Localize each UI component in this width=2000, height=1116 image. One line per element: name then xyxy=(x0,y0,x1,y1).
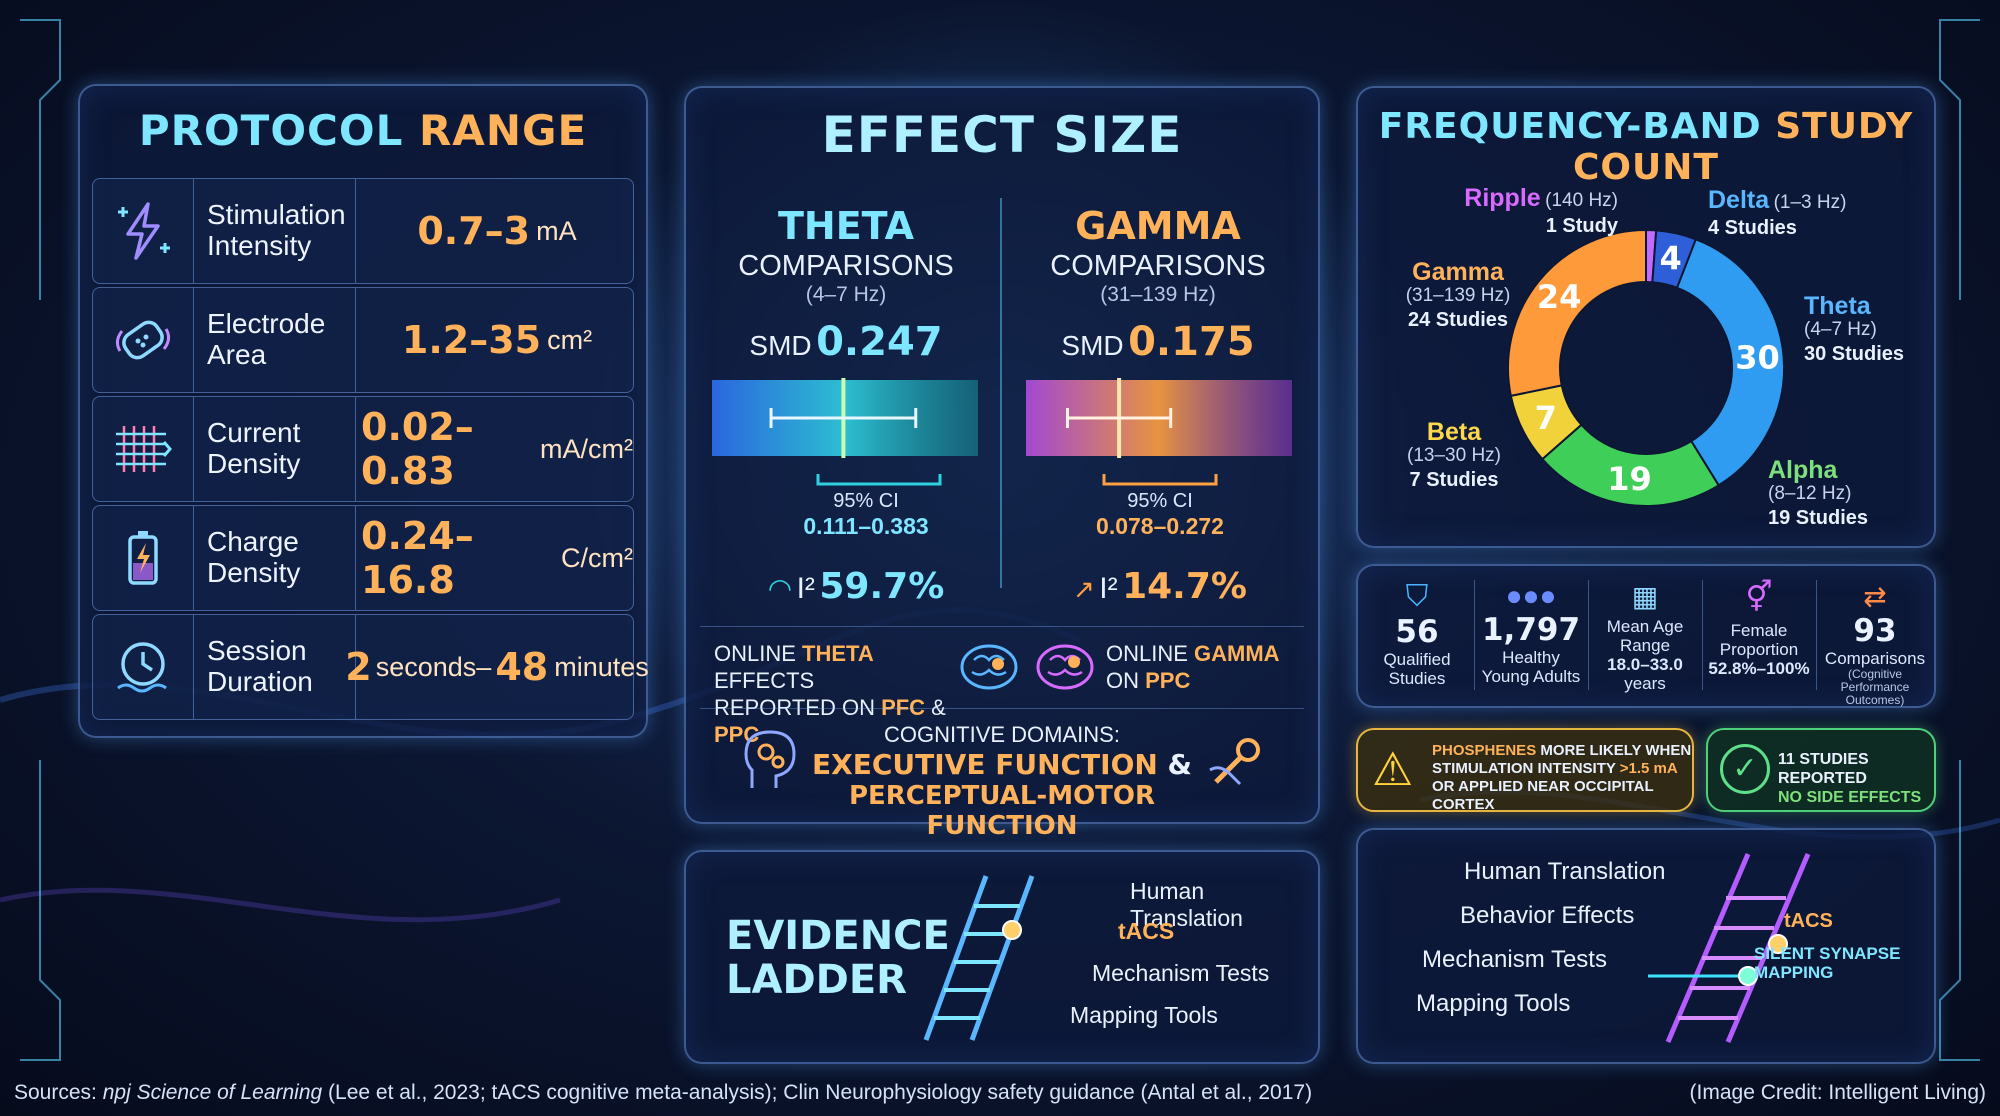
stat-participants: ●●● 1,797 Healthy Young Adults xyxy=(1476,580,1586,686)
clock-icon xyxy=(93,615,194,719)
brain-gamma-icon xyxy=(1036,644,1094,690)
cognitive-domains: COGNITIVE DOMAINS: EXECUTIVE FUNCTION & … xyxy=(812,722,1192,841)
label-alpha: Alpha (8–12 Hz) 19 Studies xyxy=(1768,456,1869,530)
frequency-band-panel: FREQUENCY-BAND STUDY COUNT 4 30 19 7 24 Ripp… xyxy=(1356,86,1936,548)
gender-icon: ⚥ xyxy=(1745,581,1773,614)
theta-smd-value: 0.247 xyxy=(816,319,943,365)
label-delta: Delta (1–3 Hz) 4 Studies xyxy=(1708,186,1847,240)
theta-ci-value: 0.111–0.383 xyxy=(803,513,929,539)
charge-density-value: 0.24–16.8 xyxy=(361,514,474,602)
gamma-ci-bracket xyxy=(1102,474,1218,486)
head-gears-icon xyxy=(744,730,796,788)
ladder2-step-mechanism-tests: Mechanism Tests xyxy=(1422,946,1607,973)
brain-theta-icon xyxy=(960,644,1018,690)
check-circle-icon: ✓ xyxy=(1720,744,1770,794)
battery-charge-icon xyxy=(93,506,194,610)
hand-wrench-icon xyxy=(1209,738,1260,786)
ladder-step-tacs: tACS xyxy=(1118,918,1175,944)
footer-image-credit: (Image Credit: Intelligent Living) xyxy=(1689,1081,1986,1104)
label-beta: Beta (13–30 Hz) 7 Studies xyxy=(1407,418,1501,492)
gamma-ci-value: 0.078–0.272 xyxy=(1096,513,1224,539)
people-icon: ●●● xyxy=(1505,580,1557,611)
protocol-range-title: PROTOCOL RANGE xyxy=(138,106,588,155)
swap-arrows-icon: ⇄ xyxy=(1863,581,1887,612)
current-density-value: 0.02–0.83 xyxy=(361,405,474,493)
ladder2-graphic xyxy=(1648,853,1811,1043)
protocol-row-electrode-area: Electrode Area 1.2–35 cm² xyxy=(92,287,634,393)
ladder2-step-human-translation: Human Translation xyxy=(1464,858,1666,885)
stat-female-proportion: ⚥ Female Proportion 52.8%–100% xyxy=(1704,580,1814,678)
gamma-smd-value: 0.175 xyxy=(1128,319,1255,365)
protocol-row-session-duration: Session Duration 2 seconds– 48 minutes xyxy=(92,614,649,720)
protocol-row-charge-density: Charge Density 0.24–16.8 C/cm² xyxy=(92,505,634,611)
silent-synapse-ladder-panel: Human Translation Behavior Effects Mecha… xyxy=(1356,828,1936,1064)
protocol-range-panel: PROTOCOL RANGE Stimulation Intensity 0.7–… xyxy=(78,84,649,738)
footer-sources: Sources: npj Science of Learning (Lee et… xyxy=(14,1081,1313,1104)
donut-label-alpha: 19 xyxy=(1607,460,1652,498)
donut-label-beta: 7 xyxy=(1535,399,1557,437)
ladder-step-human-translation: Human Translation xyxy=(1130,878,1243,931)
phosphene-warning-box: ⚠ PHOSPHENES MORE LIKELY WHEN STIMULATIO… xyxy=(1356,728,1694,813)
evidence-ladder-title: EVIDENCE LADDER xyxy=(726,913,950,1003)
protocol-row-current-density: Current Density 0.02–0.83 mA/cm² xyxy=(92,396,634,502)
electrode-patch-icon xyxy=(93,288,194,392)
evidence-ladder-panel: EVIDENCE LADDER Human Translation tACS Me… xyxy=(684,850,1320,1064)
session-min-value: 2 xyxy=(345,645,372,689)
ladder2-tag-silent-synapse: SILENT SYNAPSE MAPPING xyxy=(1754,944,1901,982)
electrode-area-value: 1.2–35 xyxy=(401,318,542,362)
stat-comparisons: ⇄ 93 Comparisons (Cognitive Performance … xyxy=(1820,580,1930,707)
label-theta: Theta (4–7 Hz) 30 Studies xyxy=(1804,292,1905,366)
ladder2-step-behavior-effects: Behavior Effects xyxy=(1460,902,1635,929)
effect-size-title: EFFECT SIZE xyxy=(821,106,1183,164)
ladder-graphic xyxy=(923,875,1035,1041)
no-side-effects-box: ✓ 11 STUDIES REPORTED NO SIDE EFFECTS xyxy=(1706,728,1936,812)
session-max-value: 48 xyxy=(495,645,549,689)
lightning-icon xyxy=(93,179,194,283)
ladder-step-mechanism-tests: Mechanism Tests xyxy=(1092,960,1270,986)
donut-label-delta: 4 xyxy=(1660,240,1682,278)
gamma-effect-bar xyxy=(1026,378,1292,458)
frequency-band-title: FREQUENCY-BAND STUDY COUNT xyxy=(1378,106,1914,188)
warning-icon: ⚠ xyxy=(1372,743,1414,795)
online-gamma-note: ONLINE GAMMA ON PPC xyxy=(1106,641,1280,693)
calendar-icon: ▦ xyxy=(1631,581,1659,612)
study-stats-panel: ⛉ 56 Qualified Studies ●●● 1,797 Healthy Y… xyxy=(1356,564,1936,708)
donut-label-theta: 30 xyxy=(1735,339,1780,377)
label-gamma: Gamma (31–139 Hz) 24 Studies xyxy=(1405,258,1511,332)
ladder2-step-mapping-tools: Mapping Tools xyxy=(1416,990,1571,1017)
gauge-icon: ◠ xyxy=(767,573,793,604)
effect-size-panel: EFFECT SIZE THETA COMPARISONS (4–7 Hz) S… xyxy=(684,86,1320,841)
gamma-column: GAMMA COMPARISONS (31–139 Hz) SMD 0.175 xyxy=(1050,204,1266,365)
theta-heterogeneity: ◠ I² 59.7% xyxy=(767,566,945,607)
donut-label-gamma: 24 xyxy=(1537,278,1582,316)
ladder-step-mapping-tools: Mapping Tools xyxy=(1070,1002,1218,1028)
ladder2-tag-tacs: tACS xyxy=(1784,910,1833,932)
stat-qualified-studies: ⛉ 56 Qualified Studies xyxy=(1362,580,1472,688)
intensity-value: 0.7–3 xyxy=(417,209,531,253)
online-theta-note: ONLINE THETA EFFECTS REPORTED ON PFC & P… xyxy=(714,641,946,747)
theta-column: THETA COMPARISONS (4–7 Hz) SMD 0.247 xyxy=(738,204,954,365)
theta-ci-bracket xyxy=(816,474,942,486)
donut-slice-gamma xyxy=(1507,228,1647,398)
current-grid-icon xyxy=(93,397,194,501)
theta-effect-bar xyxy=(712,378,978,458)
shield-check-icon: ⛉ xyxy=(1405,580,1429,613)
protocol-row-intensity: Stimulation Intensity 0.7–3 mA xyxy=(92,178,634,284)
stat-mean-age: ▦ Mean Age Range 18.0–33.0 years xyxy=(1590,580,1700,693)
frequency-donut-chart: 4 30 19 7 24 xyxy=(1507,228,1785,507)
donut-slice-theta xyxy=(1675,238,1785,487)
gamma-heterogeneity: ↗ I² 14.7% xyxy=(1073,566,1247,607)
trend-icon: ↗ xyxy=(1073,574,1095,604)
label-ripple: Ripple (140 Hz) 1 Study xyxy=(1464,184,1618,238)
